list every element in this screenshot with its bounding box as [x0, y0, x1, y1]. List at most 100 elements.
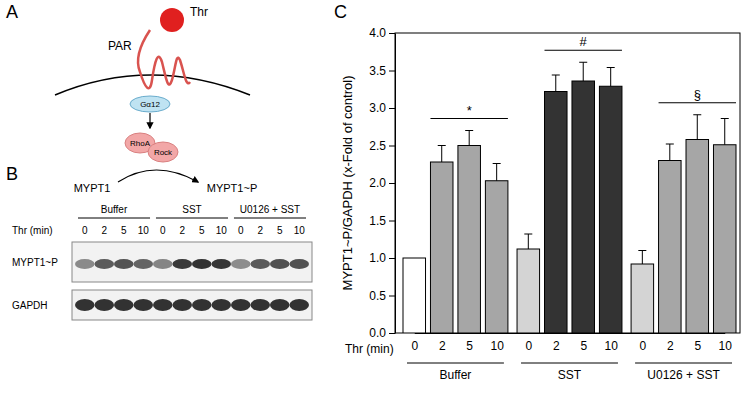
x-tick-label: 5	[466, 339, 473, 353]
y-tick-mark	[389, 183, 395, 184]
error-bar	[607, 68, 615, 87]
row-label: GAPDH	[12, 300, 48, 311]
blot-band	[94, 299, 114, 311]
blot-band	[172, 259, 192, 269]
lane-label: 5	[199, 225, 205, 236]
x-tick: 0	[411, 333, 418, 353]
lane-label: 10	[138, 225, 150, 236]
x-tick-label: 2	[439, 339, 446, 353]
effector	[148, 142, 178, 162]
blot-band	[94, 259, 114, 269]
error-stem	[528, 234, 529, 249]
panel-c: 0.00.51.01.52.02.53.03.54.00251002510025…	[340, 26, 740, 382]
significance-label: #	[580, 34, 588, 49]
y-tick-mark	[389, 146, 395, 147]
plot-area	[403, 62, 736, 333]
bar	[572, 81, 595, 333]
x-tick: 10	[605, 333, 619, 353]
blot-band	[231, 299, 251, 311]
bar	[686, 140, 709, 334]
error-bar	[721, 119, 729, 145]
x-axis: 025100251002510	[411, 333, 732, 353]
x-tick: 10	[490, 333, 504, 353]
bar	[659, 161, 682, 334]
figure: ABCThrPARGα12RhoARockMYPT1MYPT1~PBufferS…	[0, 0, 749, 398]
y-tick: 3.0	[369, 101, 395, 115]
error-cap	[607, 67, 615, 68]
blot-band	[192, 299, 212, 311]
error-cap	[693, 114, 701, 115]
ligand-label: Thr	[190, 5, 208, 19]
blot-band	[114, 259, 134, 269]
y-tick: 4.0	[369, 26, 395, 40]
group-line	[78, 218, 150, 219]
error-bar	[638, 251, 646, 265]
group-label: SST	[182, 204, 201, 215]
y-tick-mark	[389, 33, 395, 34]
error-cap	[524, 234, 532, 235]
significance-line	[659, 102, 736, 103]
x-tick-label: 5	[694, 339, 701, 353]
error-bar	[693, 115, 701, 140]
lane-label: 2	[257, 225, 263, 236]
blot-strip	[72, 290, 312, 320]
significance-line	[545, 50, 622, 51]
error-bar	[552, 75, 560, 92]
lane-label: 5	[277, 225, 283, 236]
plot-frame	[395, 33, 740, 333]
blot-band	[270, 299, 290, 311]
error-stem	[469, 131, 470, 146]
g-protein-label: Gα12	[140, 100, 160, 109]
lane-label: 0	[238, 225, 244, 236]
y-tick: 1.0	[369, 251, 395, 265]
x-tick: 2	[439, 333, 446, 353]
error-stem	[642, 251, 643, 265]
y-tick-label: 3.0	[369, 101, 386, 115]
x-tick: 5	[466, 333, 473, 353]
bar	[599, 86, 622, 333]
receptor	[138, 30, 190, 88]
lane-label: 0	[82, 225, 88, 236]
blot-strip	[72, 242, 312, 282]
group-label: SST	[558, 368, 582, 382]
blot-band	[133, 299, 153, 311]
error-cap	[438, 145, 446, 146]
blot-band	[289, 259, 309, 269]
bar	[403, 258, 426, 333]
x-tick-label: 10	[490, 339, 504, 353]
y-tick: 2.5	[369, 139, 395, 153]
bar	[545, 92, 568, 334]
y-tick: 2.0	[369, 176, 395, 190]
error-stem	[610, 68, 611, 87]
error-bar	[524, 234, 532, 249]
error-stem	[583, 62, 584, 81]
y-axis: 0.00.51.01.52.02.53.03.54.0	[369, 26, 395, 340]
bar	[517, 249, 540, 333]
y-tick-mark	[389, 296, 395, 297]
bar	[430, 162, 453, 333]
group-line	[407, 363, 504, 364]
x-tick: 5	[694, 333, 701, 353]
bar	[485, 181, 508, 333]
blot-band	[289, 299, 309, 311]
error-bar	[493, 164, 501, 181]
x-tick-label: 0	[525, 339, 532, 353]
blot-band	[192, 259, 212, 269]
blot-band	[75, 299, 95, 311]
panel-a: ThrPARGα12RhoARockMYPT1MYPT1~P	[55, 5, 257, 194]
blot-band	[211, 259, 231, 269]
error-stem	[669, 144, 670, 161]
blot-band	[172, 299, 192, 311]
y-tick: 1.5	[369, 214, 395, 228]
bar	[713, 145, 736, 333]
x-tick-label: 2	[667, 339, 674, 353]
lane-label: 10	[294, 225, 306, 236]
g-protein	[130, 96, 170, 112]
error-stem	[697, 115, 698, 140]
x-tick-label: 5	[580, 339, 587, 353]
effector-label: Rock	[154, 148, 173, 157]
panel-b: BufferSSTU0126 + SSTThr (min)02510025100…	[12, 204, 312, 320]
y-tick-label: 1.0	[369, 251, 386, 265]
lane-label: 5	[121, 225, 127, 236]
panel-label: C	[334, 2, 347, 22]
